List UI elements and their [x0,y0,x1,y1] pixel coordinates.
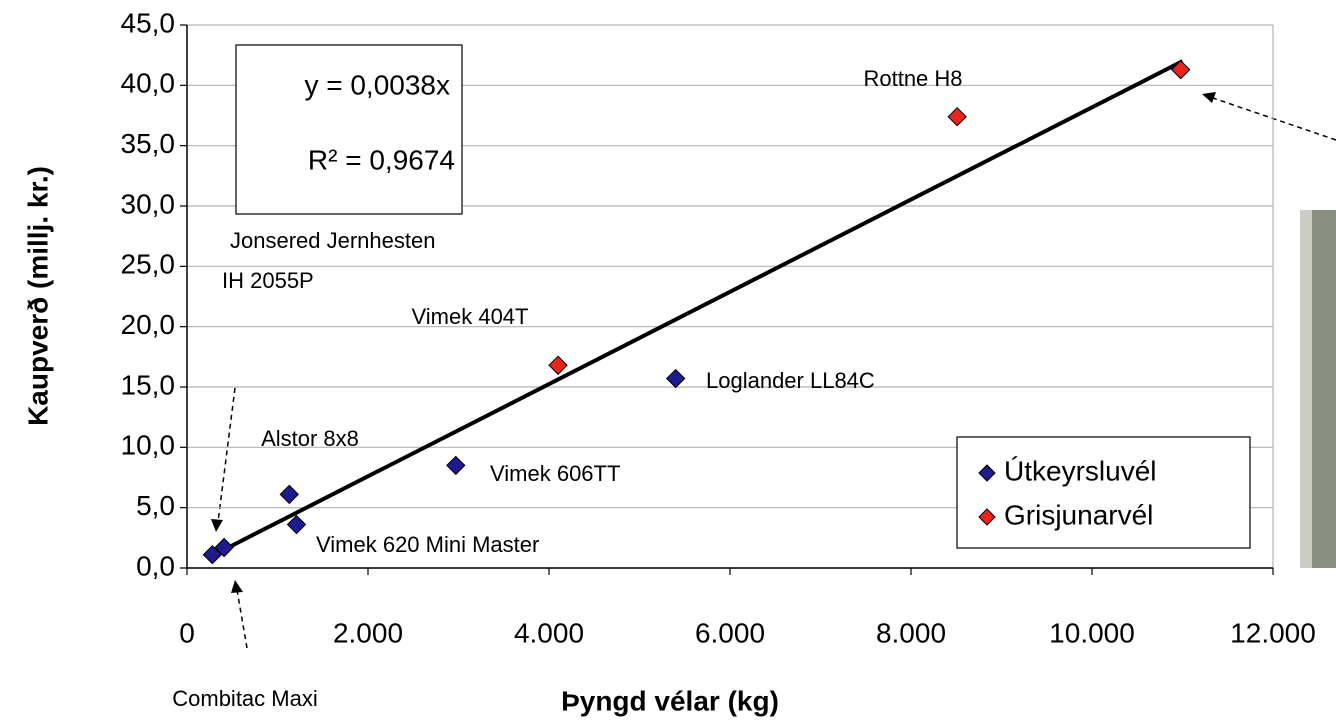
y-tick-label: 35,0 [121,128,176,159]
x-tick-label: 12.000 [1230,617,1316,648]
y-tick-label: 0,0 [136,550,175,581]
point [548,355,568,375]
annotation: Rottne H8 [863,66,962,91]
point [202,545,223,565]
point [279,484,299,505]
equation: y = 0,0038x [304,69,450,100]
annotation: Jonsered Jernhesten [230,228,435,253]
r-squared: R² = 0,9674 [308,144,455,175]
arrow-head [211,519,223,532]
x-tick-label: 8.000 [876,617,946,648]
annotation: IH 2055P [222,268,314,293]
legend [956,436,1251,549]
y-tick-label: 40,0 [121,68,176,99]
x-tick-label: 2.000 [333,617,403,648]
legend-label: Útkeyrsluvél [1004,455,1156,486]
y-tick-label: 20,0 [121,309,176,340]
y-tick-label: 30,0 [121,188,176,219]
annotation: Alstor 8x8 [261,426,359,451]
arrow [236,589,248,649]
arrow-head [1202,92,1216,103]
x-tick-label: 4.000 [514,617,584,648]
equation-box [235,44,463,215]
y-tick-label: 25,0 [121,249,176,280]
y-tick-label: 5,0 [136,490,175,521]
arrow [217,387,236,523]
x-tick-label: 6.000 [695,617,765,648]
annotation: Vimek 606TT [490,461,620,486]
point [947,106,967,127]
y-tick-label: 45,0 [121,7,176,38]
annotation: Loglander LL84C [706,368,875,393]
y-axis-title: Kaupverð (millj. kr.) [22,166,53,426]
x-tick-label: 0 [179,617,195,648]
y-tick-label: 15,0 [121,369,176,400]
point [665,368,686,389]
annotation: Vimek 404T [412,304,529,329]
annotation: Vimek 620 Mini Master [316,532,539,557]
point [446,455,466,476]
point [214,537,234,558]
point [1170,59,1191,80]
annotation: Combitac Maxi [172,686,317,711]
trendline [213,59,1184,557]
photo-highlight [1300,210,1312,568]
x-axis-title: Þyngd vélar (kg) [561,685,779,716]
x-tick-label: 10.000 [1049,617,1135,648]
point [286,514,307,535]
arrow-head [231,580,243,593]
legend-label: Grisjunarvél [1004,499,1153,530]
y-tick-label: 10,0 [121,430,176,461]
legend-marker [978,508,996,526]
legend-marker [978,464,996,482]
